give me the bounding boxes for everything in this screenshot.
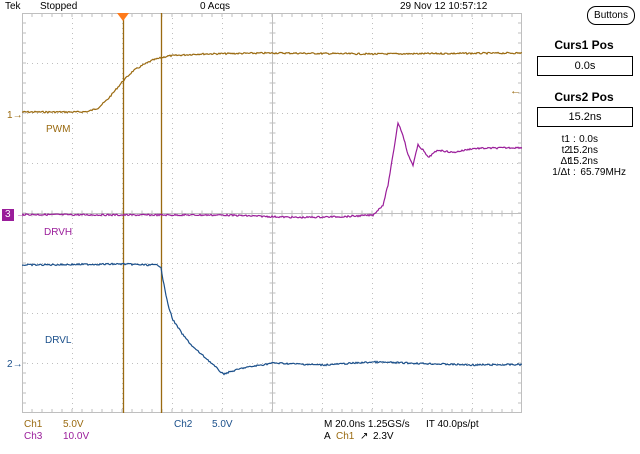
trigger-mode[interactable]: A — [324, 431, 331, 442]
readout-value: 15.2ns — [567, 145, 598, 156]
trace-pwm — [22, 51, 522, 114]
waveform-display — [22, 13, 522, 413]
ch1-marker-label: 1 — [7, 110, 13, 121]
date-time: 29 Nov 12 10:57:12 — [400, 1, 488, 12]
arrow-right-icon: → — [12, 359, 23, 370]
readout-value: 0.0s — [579, 134, 598, 145]
curs2-position-field[interactable]: 15.2ns — [537, 107, 633, 127]
ch1-ground-marker[interactable]: 1→ — [7, 110, 23, 121]
ch2-ground-marker[interactable]: 2→ — [7, 359, 23, 370]
readout-key: t1 — [561, 134, 570, 145]
arrow-right-icon: → — [12, 110, 23, 121]
readout-row: Δt : 15.2ns — [560, 156, 598, 167]
trigger-position-icon — [117, 13, 129, 21]
ch2-scale[interactable]: 5.0V — [212, 419, 233, 430]
ch2-marker-label: 2 — [7, 359, 13, 370]
curs1-position-field[interactable]: 0.0s — [537, 56, 633, 76]
trace-drvl — [22, 262, 522, 376]
trigger-level-icon: ← — [510, 85, 521, 97]
acquisition-count: 0 Acqs — [200, 1, 231, 12]
ch1-trace-label: PWM — [46, 124, 71, 135]
trigger-slope-icon: ↗ — [360, 431, 369, 442]
brand-label: Tek — [5, 1, 21, 12]
readout-key: t2 — [561, 145, 570, 156]
curs1-title: Curs1 Pos — [554, 38, 614, 52]
interpolation-readout: IT 40.0ps/pt — [426, 419, 479, 430]
trigger-source[interactable]: Ch1 — [336, 431, 355, 442]
arrow-right-icon: → — [16, 209, 26, 220]
ch1-name[interactable]: Ch1 — [24, 419, 43, 430]
trace-drvh — [22, 121, 522, 219]
readout-key: 1/Δt — [552, 167, 570, 178]
ch3-scale[interactable]: 10.0V — [63, 431, 90, 442]
ch3-marker-label: 3 — [5, 209, 11, 220]
ch1-scale[interactable]: 5.0V — [63, 419, 84, 430]
cursor-lines — [122, 13, 163, 413]
acquisition-status: Stopped — [40, 1, 78, 12]
readout-row: 1/Δt : 65.79MHz — [552, 167, 626, 178]
ch2-trace-label: DRVL — [45, 335, 72, 346]
graticule-grid — [22, 13, 522, 413]
readout-value: 15.2ns — [567, 156, 598, 167]
trigger-level[interactable]: 2.3V — [373, 431, 394, 442]
ch3-name[interactable]: Ch3 — [24, 431, 43, 442]
curs2-title: Curs2 Pos — [554, 90, 614, 104]
readout-row: t2 : 15.2ns — [561, 145, 598, 156]
readout-key: Δt — [560, 156, 570, 167]
buttons-button[interactable]: Buttons — [587, 6, 635, 25]
timebase-readout[interactable]: M 20.0ns 1.25GS/s — [324, 419, 410, 430]
readout-row: t1 : 0.0s — [561, 134, 598, 145]
ch2-name[interactable]: Ch2 — [174, 419, 193, 430]
ch3-ground-marker[interactable]: 3 — [2, 209, 14, 221]
ch3-trace-label: DRVH — [44, 227, 73, 238]
readout-value: 65.79MHz — [580, 167, 626, 178]
